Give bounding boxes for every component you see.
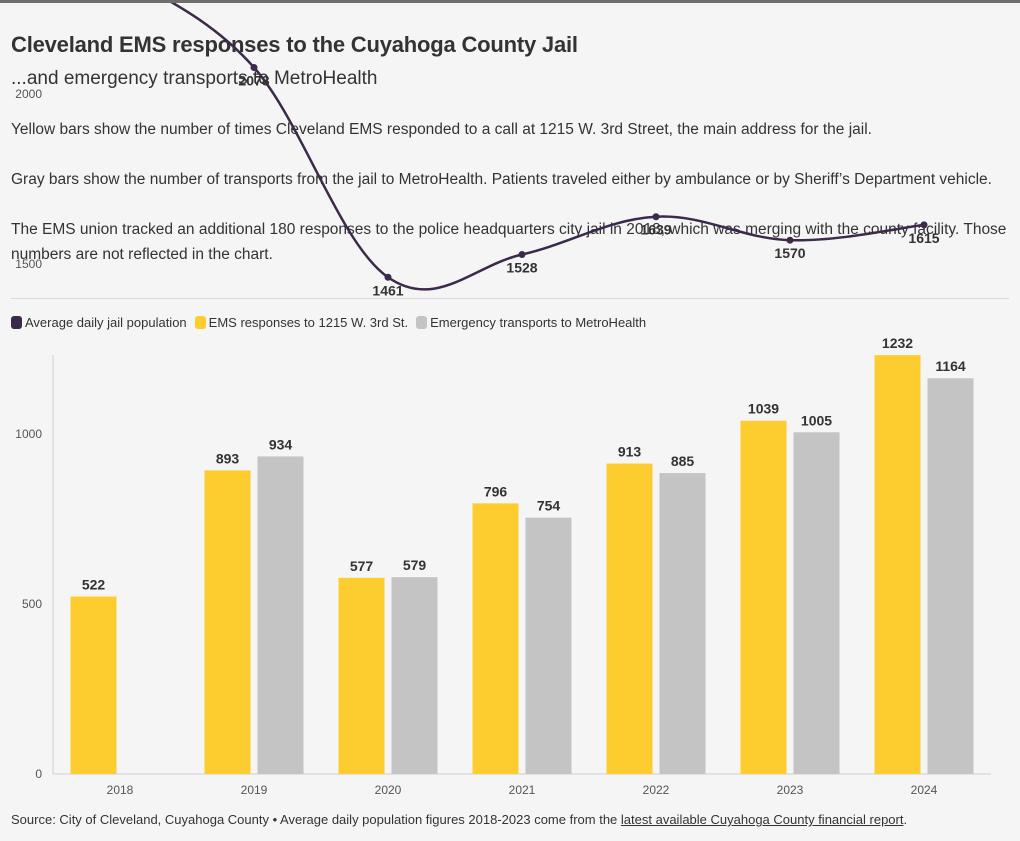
bar-label-ems-2022: 913 [618,444,642,460]
bar-label-ems-2020: 577 [350,558,374,574]
x-tick-label-2019: 2019 [241,783,268,797]
population-label-2021: 1528 [506,259,537,275]
description-paragraph-2: Gray bars show the number of transports … [11,171,992,188]
population-point-2024 [920,221,928,229]
population-label-2024: 1615 [908,230,939,246]
bar-label-transports-2024: 1164 [935,358,966,374]
x-tick-label-2024: 2024 [911,783,938,797]
population-label-2022: 1639 [640,222,671,238]
bar-transports-2024 [927,378,974,774]
legend: Average daily jail population EMS respon… [11,315,654,330]
bar-transports-2022 [659,473,706,774]
bar-transports-2021 [525,517,572,774]
bar-ems-2024 [874,355,921,774]
description-paragraph-1: Yellow bars show the number of times Cle… [11,121,872,138]
x-tick-label-2022: 2022 [643,783,670,797]
bar-ems-2020 [338,577,385,774]
bar-label-transports-2020: 579 [403,557,427,573]
legend-swatch-population [11,316,22,329]
description-paragraph-3: The EMS union tracked an additional 180 … [11,221,1007,263]
y-tick-label-2: 1000 [15,427,42,441]
bar-ems-2022 [606,463,653,774]
bar-label-transports-2019: 934 [269,436,293,452]
y-tick-label-1: 500 [22,597,42,611]
bar-label-transports-2021: 754 [537,498,561,514]
chart-description: Yellow bars show the number of times Cle… [11,117,1009,292]
y-tick-label-4: 2000 [15,87,42,101]
bar-label-ems-2024: 1232 [882,335,913,351]
bar-label-ems-2019: 893 [216,450,240,466]
bar-ems-2018 [70,596,117,774]
chart-subtitle: ...and emergency transports to MetroHeal… [11,68,378,89]
legend-item-ems: EMS responses to 1215 W. 3rd St. [194,315,409,330]
x-tick-label-2021: 2021 [509,783,536,797]
bar-transports-2019 [257,456,304,774]
bar-label-ems-2021: 796 [484,483,508,499]
bar-ems-2019 [204,470,251,774]
bar-transports-2020 [391,577,438,774]
bar-ems-2021 [472,503,519,774]
divider [11,298,1009,299]
legend-item-population: Average daily jail population [11,315,187,330]
population-point-2019 [250,63,258,71]
financial-report-link[interactable]: latest available Cuyahoga County financi… [620,812,904,827]
x-tick-label-2023: 2023 [777,783,804,797]
bar-label-ems-2018: 522 [82,577,106,593]
bar-ems-2023 [740,420,787,774]
population-point-2023 [786,236,794,244]
bar-label-ems-2023: 1039 [748,401,779,417]
y-tick-label-0: 0 [35,767,42,781]
legend-label-transports: Emergency transports to MetroHealth [430,315,647,330]
y-tick-label-3: 1500 [15,257,42,271]
source-end: . [903,812,908,827]
population-point-2021 [518,250,526,258]
x-tick-label-2020: 2020 [375,783,402,797]
chart-title: Cleveland EMS responses to the Cuyahoga … [11,32,578,57]
source-note: Source: City of Cleveland, Cuyahoga Coun… [11,812,907,827]
source-text: Source: City of Cleveland, Cuyahoga Coun… [11,812,621,827]
bar-label-transports-2022: 885 [671,453,695,469]
bar-transports-2023 [793,432,840,774]
population-label-2019: 2078 [238,72,269,88]
legend-label-population: Average daily jail population [25,315,187,330]
population-label-2023: 1570 [774,245,805,261]
bar-label-transports-2023: 1005 [801,412,832,428]
legend-label-ems: EMS responses to 1215 W. 3rd St. [208,315,409,330]
legend-swatch-ems [194,316,206,329]
x-tick-label-2018: 2018 [107,783,134,797]
population-label-2020: 1461 [372,282,403,298]
population-point-2022 [652,213,660,221]
legend-swatch-transports [416,316,428,329]
population-point-2020 [384,273,392,281]
legend-item-transports: Emergency transports to MetroHealth [416,315,646,330]
chart-plot: 0 500 1000 1500 2000 2018 2019 2020 2021 2022 2023… [15,3,991,797]
